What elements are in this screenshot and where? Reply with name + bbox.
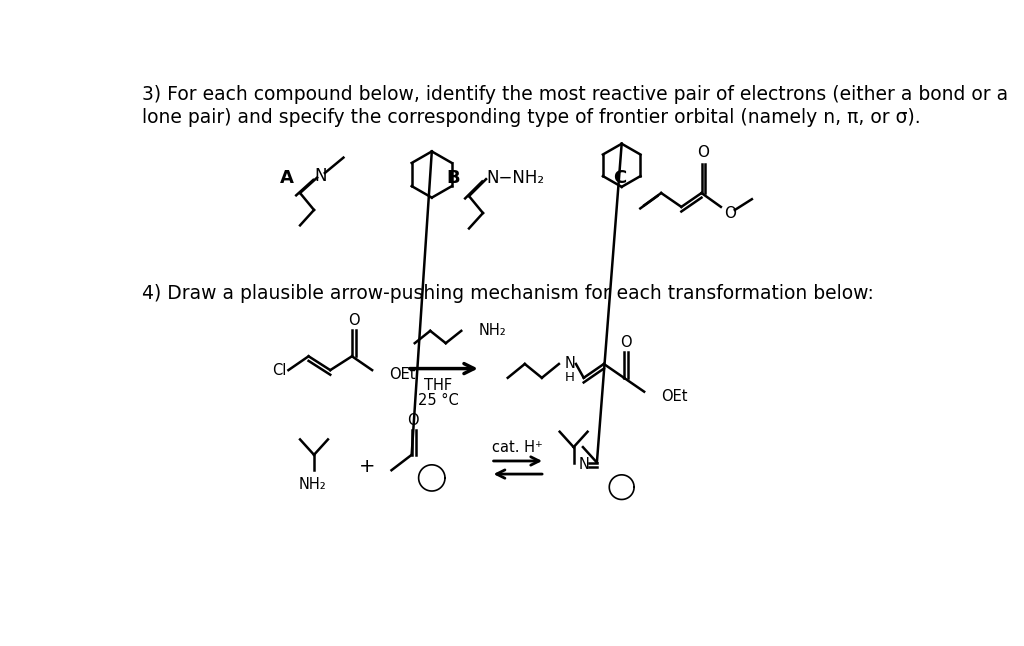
Text: +: + bbox=[358, 457, 375, 476]
Text: 3) For each compound below, identify the most reactive pair of electrons (either: 3) For each compound below, identify the… bbox=[142, 85, 1008, 104]
Text: NH₂: NH₂ bbox=[299, 477, 327, 492]
Text: NH₂: NH₂ bbox=[478, 324, 506, 339]
Text: lone pair) and specify the corresponding type of frontier orbital (namely n, π, : lone pair) and specify the corresponding… bbox=[142, 108, 921, 127]
Text: N: N bbox=[564, 357, 575, 371]
Text: 25 °C: 25 °C bbox=[418, 393, 459, 408]
Text: N: N bbox=[314, 167, 327, 185]
Text: OEt: OEt bbox=[389, 367, 416, 382]
Text: THF: THF bbox=[424, 378, 452, 393]
Text: C: C bbox=[613, 169, 627, 187]
Text: 4) Draw a plausible arrow-pushing mechanism for each transformation below:: 4) Draw a plausible arrow-pushing mechan… bbox=[142, 284, 873, 302]
Text: cat. H⁺: cat. H⁺ bbox=[493, 440, 543, 455]
Text: O: O bbox=[408, 413, 419, 428]
Text: Cl: Cl bbox=[272, 362, 287, 378]
Text: OEt: OEt bbox=[662, 389, 688, 404]
Text: O: O bbox=[348, 313, 359, 328]
Text: O: O bbox=[724, 205, 736, 220]
Text: O: O bbox=[620, 335, 632, 350]
Text: O: O bbox=[697, 145, 709, 160]
Text: H: H bbox=[565, 371, 574, 384]
Text: N−NH₂: N−NH₂ bbox=[486, 169, 544, 187]
Text: B: B bbox=[446, 169, 461, 187]
Text: N: N bbox=[579, 457, 590, 472]
Text: A: A bbox=[280, 169, 294, 187]
